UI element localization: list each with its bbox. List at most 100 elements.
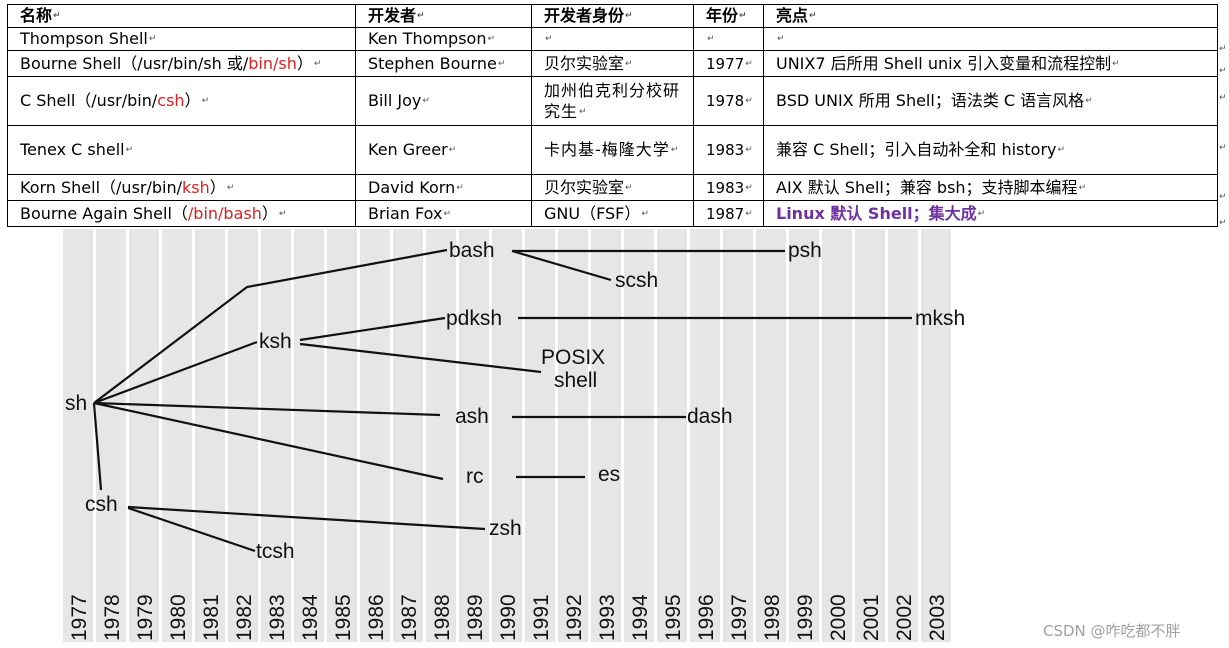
paragraph-mark: ↵ bbox=[1219, 218, 1227, 228]
year-label: 1991 bbox=[530, 594, 553, 641]
node-mksh: mksh bbox=[915, 307, 965, 330]
node-dash: dash bbox=[687, 405, 733, 428]
shell-family-timeline: sh bash psh scsh ksh pdksh mksh POSIX sh… bbox=[63, 229, 965, 642]
cell-highlight: AIX 默认 Shell；兼容 bsh；支持脚本编程↵ bbox=[763, 174, 1218, 201]
year-stripe bbox=[294, 229, 324, 642]
cell-highlight: Linux 默认 Shell；集大成↵ bbox=[763, 200, 1218, 227]
paragraph-mark: ↵ bbox=[1219, 66, 1227, 76]
year-stripe bbox=[624, 229, 654, 642]
cell-year: 1983↵ bbox=[693, 174, 764, 201]
header-highlight: 亮点↵ bbox=[763, 4, 1218, 28]
year-axis: 1977 1978 1979 1980 1981 1982 1983 1984 1985 1986… bbox=[68, 594, 949, 641]
year-stripe bbox=[690, 229, 720, 642]
header-identity: 开发者身份↵ bbox=[531, 4, 694, 28]
node-ash: ash bbox=[455, 405, 489, 428]
table-row: Tenex C shell↵ Ken Greer↵ 卡内基-梅隆大学↵ 1983… bbox=[7, 125, 1218, 175]
year-label: 1981 bbox=[200, 594, 223, 641]
year-stripe bbox=[393, 229, 423, 642]
cell-highlight: ↵ bbox=[763, 27, 1218, 51]
year-label: 2002 bbox=[893, 594, 916, 641]
year-label: 1982 bbox=[233, 594, 256, 641]
year-stripe bbox=[789, 229, 819, 642]
node-bash: bash bbox=[449, 239, 495, 262]
year-stripe bbox=[921, 229, 951, 642]
cell-identity: GNU（FSF）↵ bbox=[531, 200, 694, 227]
year-stripe bbox=[459, 229, 489, 642]
cell-identity: 贝尔实验室↵ bbox=[531, 174, 694, 201]
year-stripe bbox=[822, 229, 852, 642]
cell-name: Thompson Shell↵ bbox=[7, 27, 356, 51]
cell-name: Bourne Again Shell（/bin/bash）↵ bbox=[7, 200, 356, 227]
node-pdksh: pdksh bbox=[446, 307, 502, 330]
cell-year: 1987↵ bbox=[693, 200, 764, 227]
watermark: CSDN @咋吃都不胖 bbox=[1043, 622, 1181, 640]
node-posix-shell-line2: shell bbox=[554, 369, 597, 392]
node-posix-shell-line1: POSIX bbox=[541, 346, 605, 369]
year-label: 1996 bbox=[695, 594, 718, 641]
shell-comparison-table: 名称↵ 开发者↵ 开发者身份↵ 年份↵ 亮点↵ Thompson Shell↵ … bbox=[7, 4, 1218, 227]
node-zsh: zsh bbox=[489, 517, 522, 540]
table-header-row: 名称↵ 开发者↵ 开发者身份↵ 年份↵ 亮点↵ bbox=[7, 4, 1218, 28]
cell-highlight: BSD UNIX 所用 Shell；语法类 C 语言风格↵ bbox=[763, 76, 1218, 126]
year-label: 1998 bbox=[761, 594, 784, 641]
year-stripe bbox=[525, 229, 555, 642]
shell-nodes: sh bash psh scsh ksh pdksh mksh POSIX sh… bbox=[65, 239, 965, 563]
year-stripe bbox=[96, 229, 126, 642]
cell-developer: Brian Fox↵ bbox=[355, 200, 532, 227]
year-stripe bbox=[426, 229, 456, 642]
year-stripe bbox=[855, 229, 885, 642]
node-scsh: scsh bbox=[615, 269, 658, 292]
table-row: Thompson Shell↵ Ken Thompson↵ ↵ ↵ ↵ bbox=[7, 27, 1218, 51]
line-csh-tcsh bbox=[127, 506, 256, 553]
year-label: 1993 bbox=[596, 594, 619, 641]
year-label: 2000 bbox=[827, 594, 850, 641]
year-label: 1985 bbox=[332, 594, 355, 641]
year-label: 1977 bbox=[68, 594, 91, 641]
year-stripe bbox=[195, 229, 225, 642]
year-label: 2001 bbox=[860, 594, 883, 641]
line-sh-csh bbox=[92, 402, 103, 491]
cell-identity: ↵ bbox=[531, 27, 694, 51]
cell-developer: Ken Thompson↵ bbox=[355, 27, 532, 51]
line-sh-bash bbox=[93, 248, 448, 404]
line-sh-rc bbox=[93, 401, 444, 481]
line-ksh-posix bbox=[299, 342, 542, 374]
cell-developer: Bill Joy↵ bbox=[355, 76, 532, 126]
table-row: Korn Shell（/usr/bin/ksh）↵ David Korn↵ 贝尔… bbox=[7, 174, 1218, 201]
year-stripe bbox=[129, 229, 159, 642]
paragraph-mark: ↵ bbox=[1219, 44, 1227, 54]
lineage-lines bbox=[92, 248, 912, 553]
year-label: 1983 bbox=[266, 594, 289, 641]
line-sh-ash bbox=[93, 401, 441, 417]
year-stripes bbox=[63, 229, 951, 642]
year-label: 1995 bbox=[662, 594, 685, 641]
year-stripe bbox=[756, 229, 786, 642]
node-psh: psh bbox=[788, 239, 822, 262]
cell-developer: David Korn↵ bbox=[355, 174, 532, 201]
year-label: 1980 bbox=[167, 594, 190, 641]
year-label: 1979 bbox=[134, 594, 157, 641]
header-year: 年份↵ bbox=[693, 4, 764, 28]
cell-name: Korn Shell（/usr/bin/ksh）↵ bbox=[7, 174, 356, 201]
node-ksh: ksh bbox=[259, 330, 292, 353]
year-label: 1984 bbox=[299, 594, 322, 641]
year-stripe bbox=[723, 229, 753, 642]
year-label: 1999 bbox=[794, 594, 817, 641]
cell-year: 1978↵ bbox=[693, 76, 764, 126]
year-label: 1988 bbox=[431, 594, 454, 641]
paragraph-mark: ↵ bbox=[1219, 192, 1227, 202]
year-label: 1978 bbox=[101, 594, 124, 641]
year-stripe bbox=[558, 229, 588, 642]
year-stripe bbox=[360, 229, 390, 642]
node-csh: csh bbox=[85, 493, 118, 516]
cell-identity: 贝尔实验室↵ bbox=[531, 50, 694, 77]
node-rc: rc bbox=[466, 465, 484, 488]
year-stripe bbox=[261, 229, 291, 642]
line-ksh-pdksh bbox=[299, 316, 446, 342]
cell-highlight: 兼容 C Shell；引入自动补全和 history↵ bbox=[763, 125, 1218, 175]
year-stripe bbox=[657, 229, 687, 642]
year-stripe bbox=[888, 229, 918, 642]
year-label: 2003 bbox=[926, 594, 949, 641]
node-tcsh: tcsh bbox=[256, 540, 295, 563]
node-es: es bbox=[598, 463, 620, 486]
